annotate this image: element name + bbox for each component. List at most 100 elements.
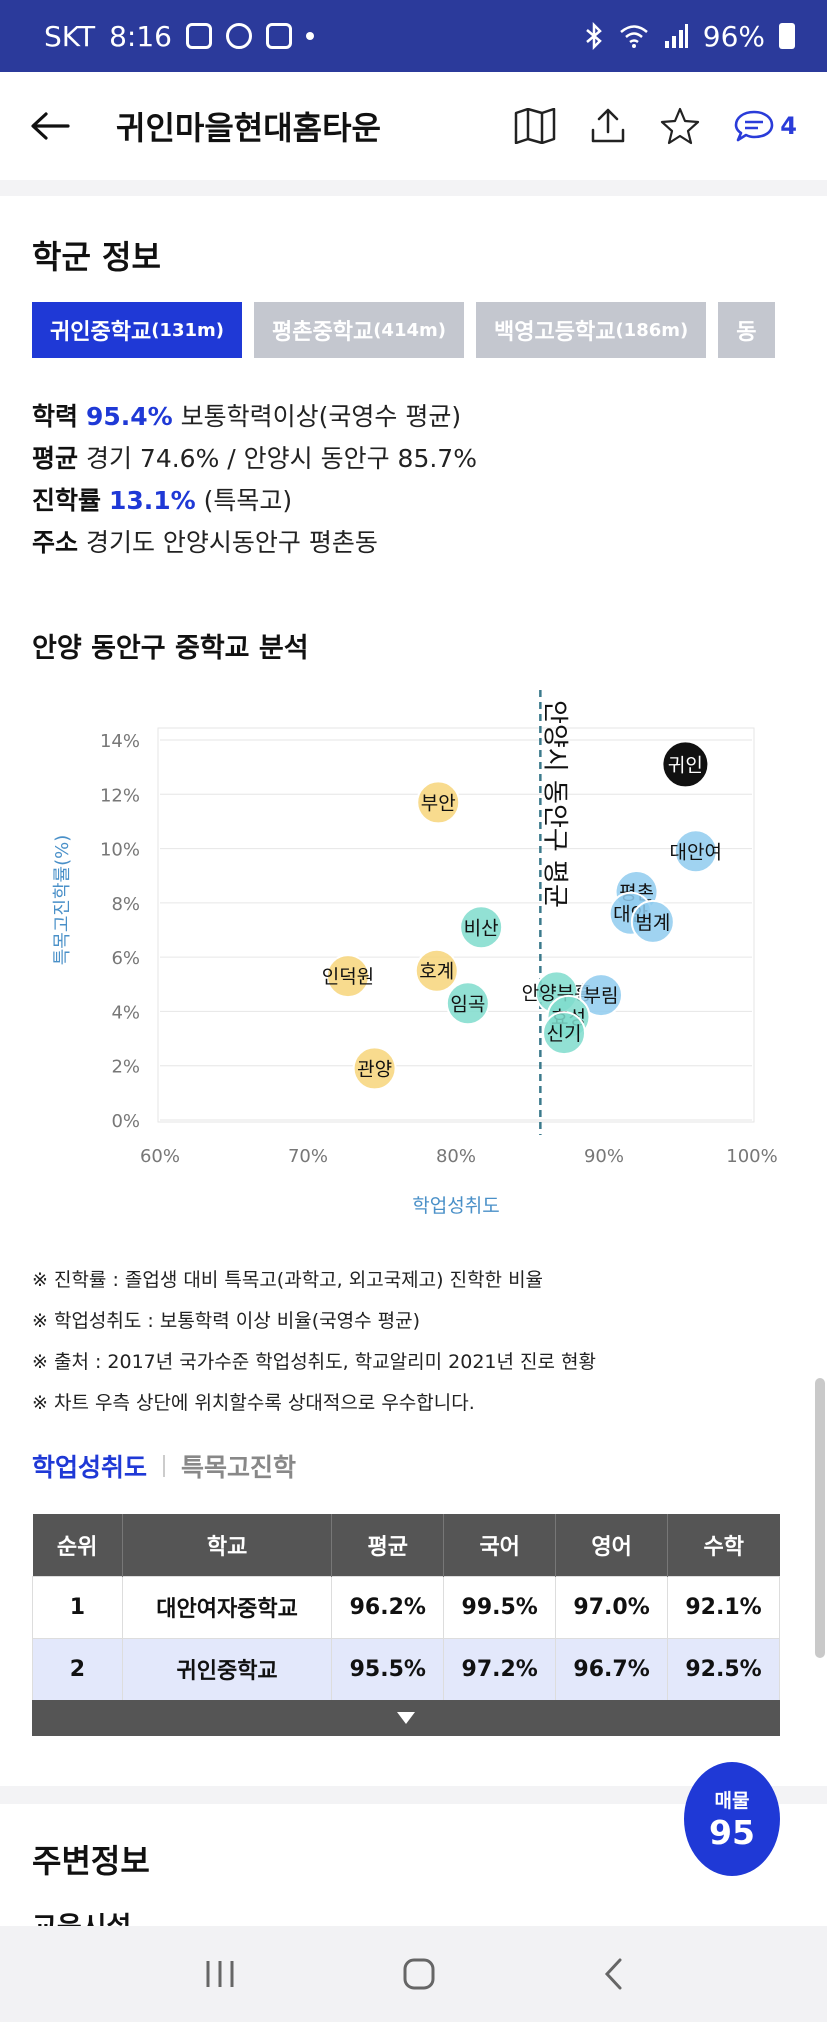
page-title: 귀인마을현대홈타운 bbox=[116, 109, 381, 147]
recent-apps-icon[interactable] bbox=[203, 1959, 237, 1989]
point-marker bbox=[325, 954, 370, 999]
chart-point[interactable]: 임곡 bbox=[445, 981, 490, 1026]
chat-button[interactable]: 4 bbox=[734, 109, 797, 143]
note-item: ※ 학업성취도 : 보통학력 이상 비율(국영수 평균) bbox=[32, 1310, 421, 1332]
header-average: 평균 bbox=[331, 1514, 445, 1576]
battery-percent: 96% bbox=[702, 19, 765, 53]
rate-line: 진학률 13.1% (특목고) bbox=[32, 480, 477, 522]
y-tick-label: 14% bbox=[100, 731, 140, 752]
cell-rank: 1 bbox=[32, 1575, 123, 1639]
tab-distance: (186m) bbox=[615, 319, 689, 341]
chart-point[interactable]: 비산 bbox=[459, 905, 504, 950]
app-b-icon bbox=[225, 23, 252, 49]
tab-label: 백영고등학교 bbox=[494, 320, 616, 345]
nearby-section-title: 주변정보 bbox=[32, 1842, 150, 1880]
cell-korean: 97.2% bbox=[443, 1637, 557, 1701]
cell-school: 대안여자중학교 bbox=[121, 1575, 333, 1639]
chart-point[interactable]: 인덕원 bbox=[322, 954, 374, 999]
chat-icon bbox=[734, 110, 774, 142]
share-icon[interactable] bbox=[590, 108, 626, 144]
y-tick-label: 6% bbox=[111, 948, 140, 969]
signal-icon bbox=[664, 24, 688, 48]
point-marker bbox=[352, 1046, 397, 1091]
chart-point[interactable]: 관양 bbox=[352, 1046, 397, 1091]
chart-title: 안양 동안구 중학교 분석 bbox=[32, 633, 309, 664]
carrier-label: SKT bbox=[44, 19, 96, 53]
y-tick-label: 10% bbox=[100, 840, 140, 861]
chart-point[interactable]: 부림 bbox=[579, 973, 624, 1018]
chart-point[interactable]: 부안 bbox=[416, 780, 461, 825]
chat-count: 4 bbox=[780, 112, 797, 140]
listings-fab[interactable]: 매물 95 bbox=[684, 1762, 780, 1876]
y-tick-label: 4% bbox=[111, 1002, 140, 1023]
system-nav-bar bbox=[0, 1926, 827, 2022]
expand-table-button[interactable] bbox=[32, 1700, 780, 1736]
chart-point[interactable]: 호계 bbox=[414, 948, 459, 993]
cell-korean: 99.5% bbox=[443, 1575, 557, 1639]
address-label: 주소 bbox=[32, 528, 79, 557]
point-label: 대안여 bbox=[670, 841, 722, 863]
tab-school-2[interactable]: 백영고등학교 (186m) bbox=[476, 302, 707, 358]
bluetooth-icon bbox=[585, 22, 602, 50]
back-icon[interactable] bbox=[602, 1957, 624, 1991]
rate-desc: (특목고) bbox=[203, 486, 293, 515]
tab-special-high[interactable]: 특목고진학 bbox=[181, 1453, 297, 1482]
point-marker bbox=[416, 780, 461, 825]
point-label: 호계 bbox=[419, 961, 454, 983]
chart-point[interactable]: 귀인 bbox=[663, 742, 708, 787]
cell-math: 92.1% bbox=[667, 1575, 780, 1639]
tab-label: 동 bbox=[736, 320, 757, 345]
scatter-chart: 0% 2% 4% 6% 8% 10% 12% 14% 60% 70% 80% 90% 100% 안양시… bbox=[40, 690, 800, 1230]
point-label: 부림 bbox=[584, 985, 619, 1007]
map-icon[interactable] bbox=[514, 108, 556, 144]
point-label: 인덕원 bbox=[322, 966, 374, 988]
app-notification-icon bbox=[265, 23, 292, 49]
cell-math: 92.5% bbox=[667, 1637, 780, 1701]
clock: 8:16 bbox=[109, 19, 172, 53]
back-arrow-icon[interactable] bbox=[30, 111, 70, 141]
section-divider bbox=[0, 180, 827, 196]
fab-count: 95 bbox=[709, 1813, 755, 1852]
header-korean: 국어 bbox=[443, 1514, 557, 1576]
scrollbar[interactable] bbox=[815, 1378, 825, 1658]
chart-point[interactable]: 대안여 bbox=[670, 829, 722, 874]
point-label: 신기 bbox=[547, 1023, 582, 1045]
header-rank: 순위 bbox=[32, 1514, 123, 1576]
x-tick-label: 80% bbox=[436, 1146, 476, 1167]
school-tabs: 귀인중학교 (131m) 평촌중학교 (414m) 백영고등학교 (186m) 동 bbox=[32, 302, 780, 358]
wifi-icon bbox=[619, 25, 648, 48]
x-axis-label: 학업성취도 bbox=[412, 1195, 499, 1217]
cell-rank: 2 bbox=[32, 1637, 123, 1701]
academic-label: 학력 bbox=[32, 402, 79, 431]
point-label: 범계 bbox=[635, 912, 670, 934]
point-label: 비산 bbox=[464, 917, 499, 939]
education-facilities-title: 교육시설 bbox=[32, 1905, 131, 1927]
note-item: ※ 출처 : 2017년 국가수준 학업성취도, 학교알리미 2021년 진로 … bbox=[32, 1351, 596, 1373]
y-tick-label: 12% bbox=[100, 785, 140, 806]
table-row: 1 대안여자중학교 96.2% 99.5% 97.0% 92.1% bbox=[32, 1575, 780, 1639]
point-marker bbox=[673, 829, 718, 874]
rate-label: 진학률 bbox=[32, 486, 102, 515]
tab-academic[interactable]: 학업성취도 bbox=[32, 1453, 148, 1482]
section-divider bbox=[0, 1786, 827, 1804]
point-marker bbox=[414, 948, 459, 993]
chart-point[interactable]: 신기 bbox=[542, 1011, 587, 1056]
battery-icon bbox=[779, 23, 795, 49]
tab-school-3[interactable]: 동 bbox=[718, 302, 775, 358]
tab-label: 평촌중학교 bbox=[272, 320, 374, 345]
x-tick-label: 60% bbox=[140, 1146, 180, 1167]
point-label: 관양 bbox=[357, 1058, 392, 1080]
tab-school-0[interactable]: 귀인중학교 (131m) bbox=[32, 302, 242, 358]
x-tick-label: 100% bbox=[726, 1146, 777, 1167]
home-icon[interactable] bbox=[402, 1957, 436, 1991]
ranking-tabs: 학업성취도 특목고진학 bbox=[32, 1448, 296, 1484]
chart-points: 귀인부안대안여평촌대안범계비산인덕원호계임곡안양부흥부림효성신기관양 bbox=[322, 742, 722, 1091]
y-axis-label: 특목고진학률(%) bbox=[52, 835, 73, 966]
chart-point[interactable]: 범계 bbox=[630, 899, 675, 944]
header-math: 수학 bbox=[667, 1514, 780, 1576]
plot-frame bbox=[157, 727, 755, 1123]
tab-school-1[interactable]: 평촌중학교 (414m) bbox=[254, 302, 464, 358]
y-tick-label: 2% bbox=[111, 1057, 140, 1078]
school-section-title: 학군 정보 bbox=[32, 238, 161, 276]
star-icon[interactable] bbox=[660, 107, 700, 145]
